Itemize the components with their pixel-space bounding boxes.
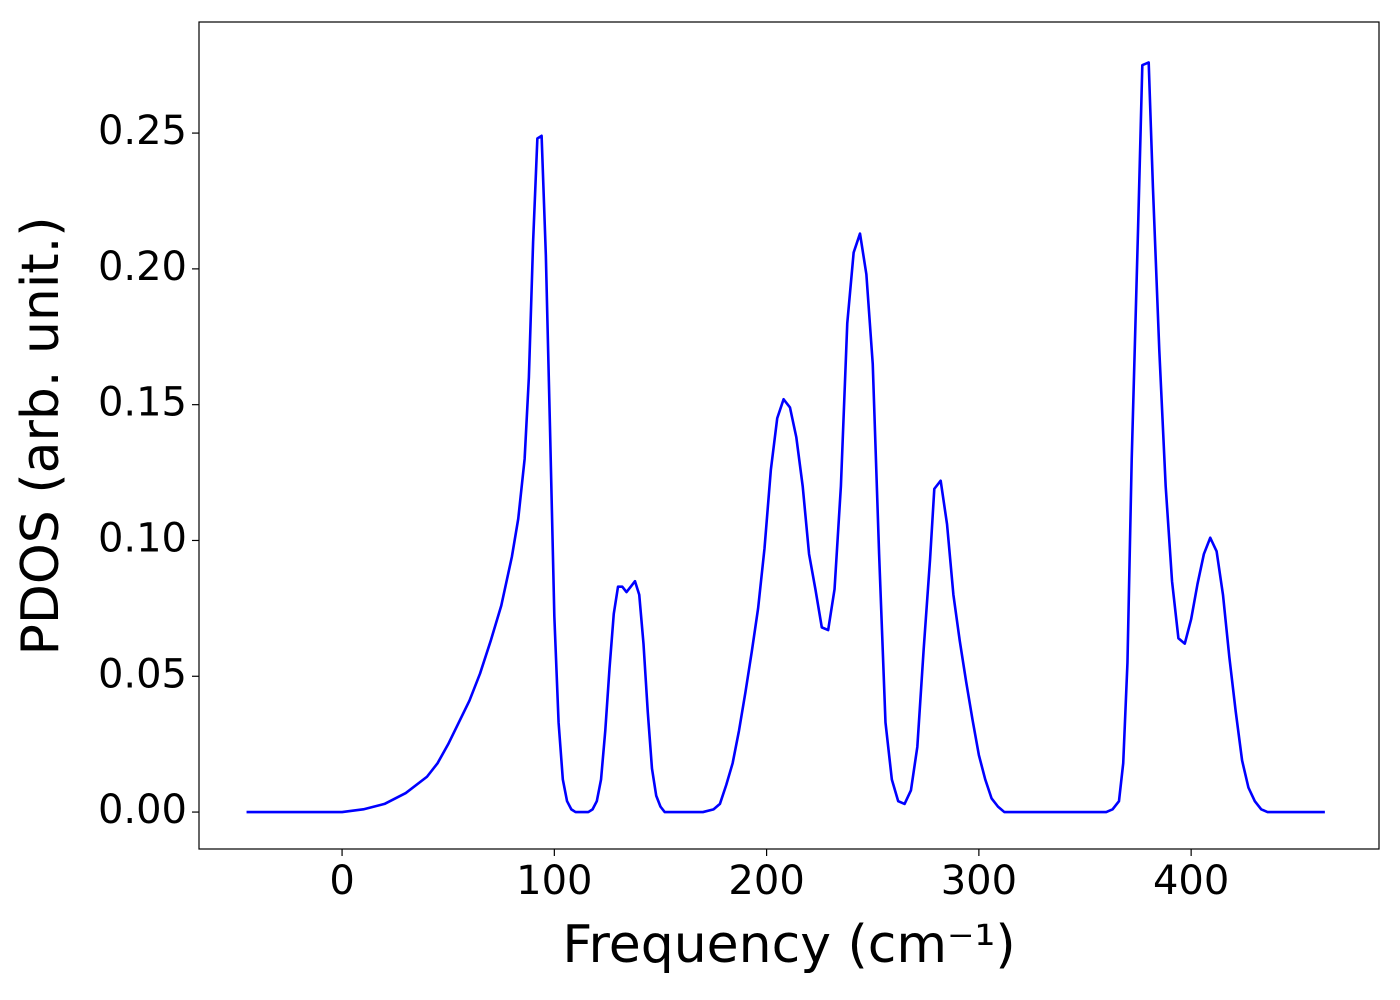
x-tick-label: 200 [728, 858, 804, 904]
y-tick-label: 0.25 [98, 108, 187, 154]
y-tick-label: 0.10 [98, 515, 187, 561]
x-tick-label: 300 [941, 858, 1017, 904]
plot-frame [198, 21, 1380, 850]
y-tick-label: 0.20 [98, 244, 187, 290]
x-tick-label: 0 [329, 858, 354, 904]
y-axis-label: PDOS (arb. unit.) [11, 216, 71, 655]
x-tick-label: 100 [516, 858, 592, 904]
y-tick-label: 0.00 [98, 787, 187, 833]
y-tick-label: 0.15 [98, 380, 187, 426]
x-axis-label: Frequency (cm⁻¹) [562, 915, 1015, 975]
y-tick-label: 0.05 [98, 651, 187, 697]
x-tick-label: 400 [1153, 858, 1229, 904]
pdos-line [246, 61, 1325, 814]
